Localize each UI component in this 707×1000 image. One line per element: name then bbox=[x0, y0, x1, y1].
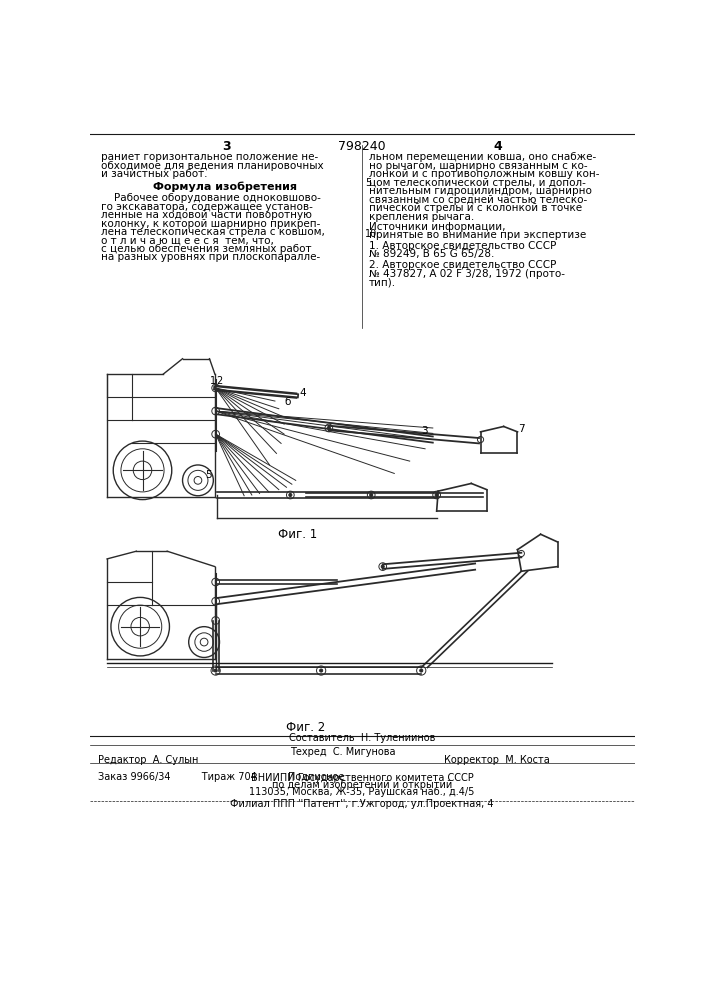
Text: ВНИИПИ Государственного комитета СССР: ВНИИПИ Государственного комитета СССР bbox=[250, 773, 473, 783]
Text: № 437827, А 02 F 3/28, 1972 (прото-: № 437827, А 02 F 3/28, 1972 (прото- bbox=[369, 269, 565, 279]
Text: Составитель  Н. Тулениинов: Составитель Н. Тулениинов bbox=[288, 733, 435, 743]
Text: № 89249, В 65 G 65/28.: № 89249, В 65 G 65/28. bbox=[369, 249, 494, 259]
Text: на разных уровнях при плоскопаралле-: на разных уровнях при плоскопаралле- bbox=[101, 252, 320, 262]
Circle shape bbox=[288, 493, 292, 497]
Text: цом телескопической стрелы, и допол-: цом телескопической стрелы, и допол- bbox=[369, 178, 586, 188]
Text: 7: 7 bbox=[518, 424, 525, 434]
Text: 798240: 798240 bbox=[338, 140, 386, 153]
Text: лонкой и с противоположным ковшу кон-: лонкой и с противоположным ковшу кон- bbox=[369, 169, 600, 179]
Text: 3: 3 bbox=[421, 426, 428, 436]
Text: связанным со средней частью телеско-: связанным со средней частью телеско- bbox=[369, 195, 587, 205]
Text: о т л и ч а ю щ е е с я  тем, что,: о т л и ч а ю щ е е с я тем, что, bbox=[101, 235, 274, 245]
Text: и зачистных работ.: и зачистных работ. bbox=[101, 169, 207, 179]
Text: но рычагом, шарнирно связанным с ко-: но рычагом, шарнирно связанным с ко- bbox=[369, 161, 588, 171]
Text: го экскаватора, содержащее установ-: го экскаватора, содержащее установ- bbox=[101, 202, 312, 212]
Text: крепления рычага.: крепления рычага. bbox=[369, 212, 474, 222]
Text: льном перемещении ковша, оно снабже-: льном перемещении ковша, оно снабже- bbox=[369, 152, 596, 162]
Text: обходимое для ведения планировочных: обходимое для ведения планировочных bbox=[101, 161, 324, 171]
Text: 3: 3 bbox=[222, 140, 230, 153]
Text: раниет горизонтальное положение не-: раниет горизонтальное положение не- bbox=[101, 152, 318, 162]
Text: пической стрелы и с колонкой в точке: пической стрелы и с колонкой в точке bbox=[369, 203, 582, 213]
Text: Источники информации,: Источники информации, bbox=[369, 222, 506, 232]
Circle shape bbox=[327, 426, 330, 430]
Circle shape bbox=[370, 493, 373, 497]
Text: Формула изобретения: Формула изобретения bbox=[153, 182, 297, 192]
Circle shape bbox=[420, 669, 423, 672]
Text: Филиал ППП ''Патент'', г.Ужгород, ул.Проектная, 4: Филиал ППП ''Патент'', г.Ужгород, ул.Про… bbox=[230, 799, 493, 809]
Text: 2. Авторское свидетельство СССР: 2. Авторское свидетельство СССР bbox=[369, 260, 556, 270]
Text: ленные на ходовой части поворотную: ленные на ходовой части поворотную bbox=[101, 210, 312, 220]
Text: 2: 2 bbox=[216, 376, 223, 386]
Text: 5: 5 bbox=[365, 178, 371, 188]
Text: Техред  С. Мигунова: Техред С. Мигунова bbox=[291, 747, 396, 757]
Text: 5: 5 bbox=[206, 470, 212, 480]
Text: Заказ 9966/34          Тираж 704          Подписное: Заказ 9966/34 Тираж 704 Подписное bbox=[98, 772, 344, 782]
Circle shape bbox=[381, 565, 385, 568]
Text: колонку, к которой шарнирно прикреп-: колонку, к которой шарнирно прикреп- bbox=[101, 219, 320, 229]
Text: нительным гидроцилиндром, шарнирно: нительным гидроцилиндром, шарнирно bbox=[369, 186, 592, 196]
Text: Редактор  А. Сулын: Редактор А. Сулын bbox=[98, 755, 198, 765]
Text: Рабочее оборудование одноковшово-: Рабочее оборудование одноковшово- bbox=[101, 193, 321, 203]
Text: б: б bbox=[284, 397, 291, 407]
Text: Корректор  М. Коста: Корректор М. Коста bbox=[444, 755, 550, 765]
Text: лена телескопическая стрела с ковшом,: лена телескопическая стрела с ковшом, bbox=[101, 227, 325, 237]
Text: 1. Авторское свидетельство СССР: 1. Авторское свидетельство СССР bbox=[369, 241, 556, 251]
Text: по делам изобретений и открытий: по делам изобретений и открытий bbox=[271, 780, 452, 790]
Text: 4: 4 bbox=[494, 140, 503, 153]
Text: Фиг. 1: Фиг. 1 bbox=[279, 528, 317, 541]
Text: с целью обеспечения земляных работ: с целью обеспечения земляных работ bbox=[101, 244, 311, 254]
Circle shape bbox=[435, 493, 438, 497]
Text: 1: 1 bbox=[209, 376, 216, 386]
Text: 10: 10 bbox=[365, 229, 378, 239]
Circle shape bbox=[320, 669, 322, 672]
Text: 4: 4 bbox=[300, 388, 306, 398]
Circle shape bbox=[214, 669, 217, 672]
Text: тип).: тип). bbox=[369, 277, 396, 287]
Text: 113035, Москва, Ж-35, Раушская наб., д.4/5: 113035, Москва, Ж-35, Раушская наб., д.4… bbox=[250, 787, 474, 797]
Text: принятые во внимание при экспертизе: принятые во внимание при экспертизе bbox=[369, 230, 586, 240]
Text: Фиг. 2: Фиг. 2 bbox=[286, 721, 325, 734]
